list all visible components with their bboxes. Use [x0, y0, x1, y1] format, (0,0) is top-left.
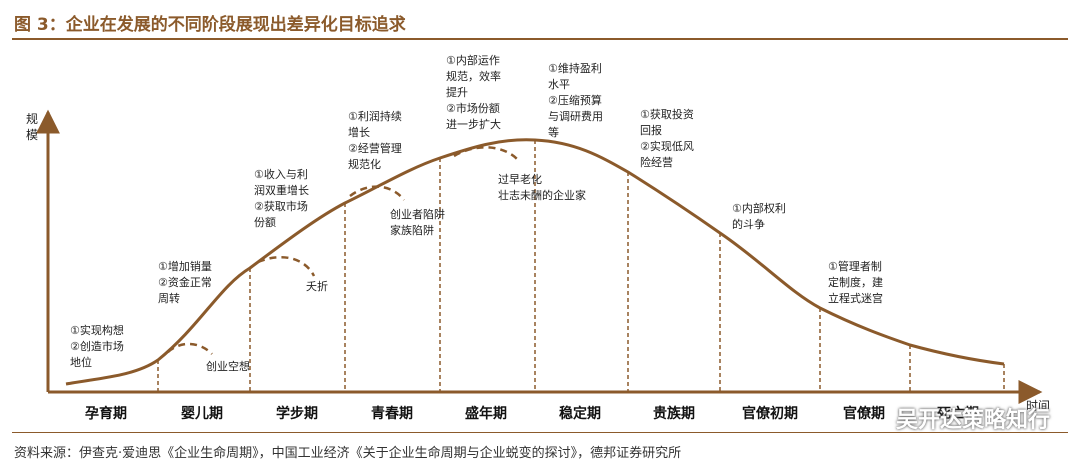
note-yunyu: ①实现构想 ②创造市场 地位 — [70, 323, 127, 369]
stage-guanliaochu: 官僚初期 — [742, 405, 798, 422]
stage-qingchun: 青春期 — [371, 405, 413, 422]
note-yinger: ①增加销量 ②资金正常 周转 — [158, 259, 215, 305]
stage-yinger: 婴儿期 — [181, 405, 223, 422]
y-axis-label-1: 规 — [26, 111, 38, 126]
trap-arc-chuangye-xianjing — [349, 185, 405, 201]
stage-xuebu: 学步期 — [276, 405, 318, 422]
source-rule — [12, 432, 1068, 433]
note-guanliao: ①管理者制 定制度，建 立程式迷宫 — [828, 259, 887, 305]
stage-guizu: 贵族期 — [653, 405, 695, 422]
stage-yunyu: 孕育期 — [85, 405, 127, 422]
figure-title: 图 3：企业在发展的不同阶段展现出差异化目标追求 — [14, 15, 406, 35]
x-axis-label: 时间 — [1026, 399, 1050, 413]
trap-chuangye-xianjing: 创业者陷阱 家族陷阱 — [390, 207, 449, 237]
trap-arc-yaozhe — [257, 255, 316, 277]
note-xuebu: ①收入与利 润双重增长 ②获取市场 份额 — [254, 167, 313, 229]
watermark: 吴开达策略知行 — [895, 408, 1050, 433]
stage-shengnian: 盛年期 — [465, 405, 507, 422]
title-rule — [12, 38, 1068, 40]
stage-dividers — [157, 140, 1005, 392]
trap-guozao: 过早老化 壮志未酬的企业家 — [498, 172, 586, 202]
note-shengnian: ①内部运作 规范，效率 提升 ②市场份额 进一步扩大 — [446, 53, 505, 131]
source-note: 资料来源：伊查克·爱迪思《企业生命周期》，中国工业经济《关于企业生命周期与企业蜕… — [14, 446, 682, 461]
note-wending: ①维持盈利 水平 ②压缩预算 与调研费用 等 — [548, 61, 607, 139]
stage-siwang: 死亡期 — [936, 405, 979, 422]
note-guanliaochu: ①内部权利 的斗争 — [732, 201, 789, 231]
trap-yaozhe: 夭折 — [306, 279, 328, 293]
stage-guanliao: 官僚期 — [843, 405, 885, 422]
y-axis-label-2: 模 — [26, 128, 38, 142]
trap-arc-chuangye-kong — [167, 342, 213, 355]
stage-wending: 稳定期 — [559, 405, 601, 422]
trap-chuangye-kong: 创业空想 — [206, 359, 250, 373]
note-guizu: ①获取投资 回报 ②实现低风 险经营 — [640, 107, 697, 169]
trap-arc-guozao — [453, 146, 519, 161]
note-qingchun: ①利润持续 增长 ②经营管理 规范化 — [348, 109, 405, 171]
